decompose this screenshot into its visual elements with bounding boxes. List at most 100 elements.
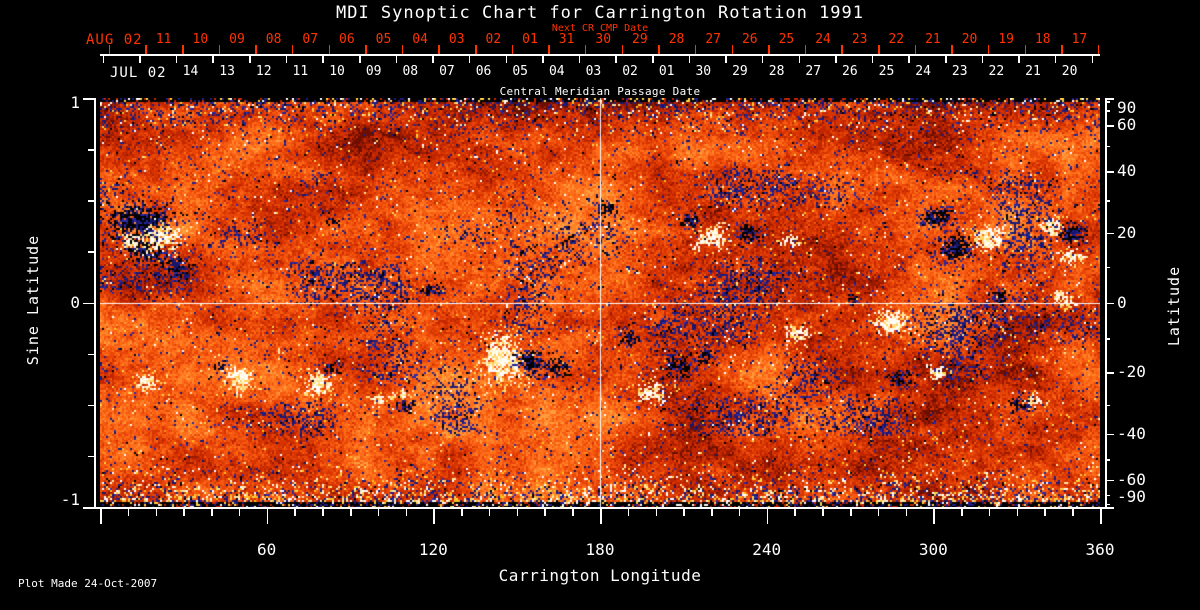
cmp-day-label: 24	[915, 64, 931, 79]
left-minor-tick	[88, 149, 94, 151]
next-cr-day-label: 18	[1034, 32, 1051, 47]
left-major-tick	[83, 302, 94, 304]
right-tick-label: -60	[1117, 469, 1146, 489]
cmp-axis-title: Central Meridian Passage Date	[499, 85, 701, 98]
bottom-minor-tick	[377, 509, 380, 516]
right-tick-label: -20	[1117, 362, 1146, 382]
right-major-tick	[1105, 171, 1114, 173]
right-tick-label: 0	[1117, 292, 1127, 312]
left-major-tick	[83, 507, 94, 509]
next-cr-tick	[438, 45, 440, 54]
right-minor-tick	[1105, 101, 1110, 103]
left-minor-tick	[88, 251, 94, 253]
cmp-tick	[1054, 55, 1057, 63]
bottom-major-tick	[433, 509, 435, 524]
next-cr-tick	[1024, 45, 1027, 54]
next-cr-tick	[182, 45, 184, 54]
next-cr-day-label: 25	[778, 32, 795, 47]
bottom-minor-tick	[683, 509, 685, 516]
right-minor-tick	[1105, 459, 1110, 461]
left-axis-line	[94, 98, 96, 509]
next-cr-day-label: 23	[851, 32, 868, 47]
next-cr-tick	[621, 45, 624, 54]
next-cr-tick	[548, 45, 550, 54]
next-cr-tick	[731, 45, 733, 54]
bottom-major-tick	[1100, 509, 1102, 524]
bottom-axis-title: Carrington Longitude	[498, 566, 702, 585]
next-cr-tick	[987, 45, 990, 54]
next-cr-day-label: 02	[485, 32, 502, 47]
next-cr-tick	[804, 45, 807, 54]
cmp-tick	[468, 55, 471, 63]
bottom-minor-tick	[655, 509, 658, 516]
bottom-axis-line	[94, 507, 1106, 509]
bottom-minor-tick	[405, 509, 408, 516]
cmp-day-label: 08	[402, 64, 419, 79]
page-title: MDI Synoptic Chart for Carrington Rotati…	[335, 3, 865, 23]
bottom-minor-tick	[627, 509, 630, 516]
next-cr-tick	[658, 45, 660, 54]
next-cr-tick	[951, 45, 953, 54]
cmp-tick	[139, 55, 141, 63]
left-axis-title: Sine Latitude	[24, 234, 42, 366]
bottom-minor-tick	[1016, 509, 1019, 516]
right-minor-tick	[1105, 338, 1110, 340]
cmp-day-label: 06	[475, 64, 492, 79]
cmp-day-label: 29	[732, 64, 748, 79]
bottom-minor-tick	[544, 509, 546, 516]
left-minor-tick	[88, 353, 94, 356]
bottom-minor-tick	[877, 509, 880, 516]
next-cr-tick	[218, 45, 221, 54]
cmp-tick	[835, 55, 837, 63]
cmp-day-label: 05	[512, 64, 528, 79]
next-cr-day-label: 27	[705, 32, 721, 47]
cmp-tick	[578, 55, 581, 63]
cmp-day-label: 21	[1025, 64, 1041, 79]
right-tick-label: 40	[1117, 161, 1137, 181]
right-minor-tick	[1105, 200, 1110, 202]
cmp-day-label: 23	[951, 64, 968, 79]
bottom-minor-tick	[738, 509, 741, 516]
cmp-tick	[615, 55, 617, 63]
cmp-day-label: 03	[585, 64, 602, 79]
next-cr-tick	[291, 45, 294, 54]
right-minor-tick	[1105, 503, 1110, 506]
bottom-major-tick	[933, 509, 935, 524]
cmp-day-label: 28	[768, 64, 785, 79]
cmp-day-label: 04	[548, 64, 565, 79]
cmp-tick	[432, 55, 434, 63]
bottom-minor-tick	[183, 509, 185, 516]
cmp-day-label: 22	[988, 64, 1005, 79]
cmp-day-label: 07	[439, 64, 455, 79]
cmp-tick	[175, 55, 178, 63]
next-cr-day-label: 05	[375, 32, 392, 47]
cmp-tick	[798, 55, 801, 63]
bottom-tick-label: 120	[418, 540, 448, 559]
right-axis-title: Latitude	[1165, 265, 1183, 347]
next-cr-tick	[511, 45, 514, 54]
cmp-day-label: 30	[695, 64, 712, 79]
next-cr-tick	[878, 45, 880, 54]
next-cr-tick	[108, 45, 111, 54]
next-cr-tick	[584, 45, 587, 54]
bottom-minor-tick	[711, 509, 713, 516]
next-cr-day-label: 01	[522, 32, 538, 47]
bottom-tick-label: 240	[752, 540, 782, 559]
bottom-minor-tick	[155, 509, 158, 516]
cmp-day-label: 27	[805, 64, 822, 79]
cmp-tick	[1018, 55, 1020, 63]
bottom-tick-label: 360	[1085, 540, 1115, 559]
next-cr-day-label: 26	[741, 32, 758, 47]
cmp-day-label: 20	[1061, 64, 1078, 79]
bottom-tick-label: 180	[585, 540, 615, 559]
left-minor-tick	[88, 200, 94, 202]
right-tick-label: -40	[1117, 423, 1146, 443]
right-major-tick	[1105, 98, 1114, 100]
cmp-day-label: 12	[255, 64, 272, 79]
right-major-tick	[1105, 479, 1114, 482]
next-cr-tick	[914, 45, 917, 54]
next-cr-tick	[768, 45, 770, 54]
right-tick-label: 60	[1117, 115, 1137, 135]
right-major-tick	[1105, 302, 1114, 304]
next-cr-cmp-date-label: Next CR CMP Date	[551, 23, 649, 34]
